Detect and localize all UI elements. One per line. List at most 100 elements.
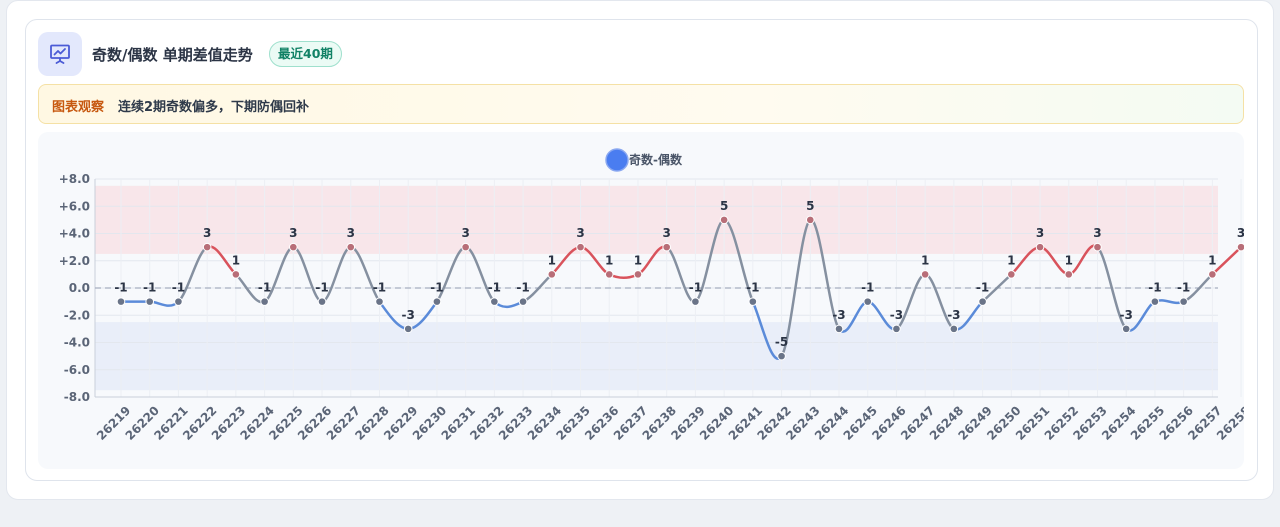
line-chart: +8.0+6.0+4.0+2.00.0-2.0-4.0-6.0-8.026219…: [59, 148, 1253, 443]
data-point: [1093, 242, 1102, 252]
data-point: [1236, 242, 1246, 252]
data-point: [863, 297, 873, 306]
data-label: -5: [775, 335, 788, 349]
data-point: [805, 215, 815, 225]
data-label: 1: [232, 253, 240, 267]
data-point: [576, 242, 585, 252]
data-label: -3: [947, 308, 960, 322]
data-point: [490, 297, 499, 306]
data-label: -1: [1148, 281, 1161, 295]
chart-area: +8.0 +6.0 +4.0 +2.0 0.0 -2.0 -4.0 -6.0 -8.0 26219…: [38, 132, 1253, 469]
data-point: [260, 297, 269, 306]
insight-label: 图表观察: [52, 100, 105, 115]
data-point: [346, 242, 356, 252]
data-label: -1: [172, 281, 185, 295]
data-point: [978, 297, 987, 306]
data-label: 1: [548, 253, 556, 267]
y-tick-label: -2.0: [64, 308, 90, 322]
series-line-segment: [1096, 245, 1128, 331]
data-label: 5: [720, 199, 728, 213]
chart-title: 奇数/偶数 单期差值走势: [92, 46, 253, 64]
threshold-band-1: [95, 185, 1218, 254]
y-tick-label: 0.0: [69, 281, 90, 295]
data-point: [202, 242, 212, 252]
insight-text: 连续2期奇数偏多，下期防偶回补: [118, 100, 310, 115]
data-label: -3: [402, 308, 415, 322]
data-label: 1: [1065, 253, 1073, 267]
data-label: -1: [746, 281, 759, 295]
y-tick-label: -8.0: [64, 390, 90, 404]
data-point: [174, 297, 183, 306]
series-line-segment: [780, 218, 812, 358]
y-tick-label: +8.0: [59, 172, 90, 186]
data-point: [892, 324, 901, 334]
data-point: [719, 215, 729, 225]
data-label: -1: [689, 281, 702, 295]
data-point: [403, 324, 413, 334]
data-label: -1: [143, 281, 156, 295]
data-point: [317, 297, 327, 306]
data-label: 1: [921, 253, 929, 267]
data-label: 3: [461, 226, 469, 240]
series-line-segment: [607, 273, 640, 280]
data-label: 5: [806, 199, 814, 213]
data-label: 3: [1237, 226, 1244, 240]
data-label: -1: [373, 281, 386, 295]
data-point: [1035, 242, 1045, 252]
data-point: [289, 242, 298, 252]
data-label: 1: [634, 253, 642, 267]
data-label: 3: [289, 226, 297, 240]
data-label: -3: [832, 308, 845, 322]
data-label: -3: [890, 308, 903, 322]
series-line-segment: [493, 300, 525, 309]
data-point: [691, 297, 700, 306]
data-label: -1: [430, 281, 443, 295]
data-point: [1208, 270, 1217, 279]
data-label: 3: [1036, 226, 1044, 240]
data-label: -1: [114, 281, 127, 295]
data-label: 3: [347, 226, 355, 240]
data-point: [633, 270, 643, 279]
data-label: 3: [663, 226, 671, 240]
legend-marker: [605, 148, 629, 172]
data-point: [1064, 270, 1074, 279]
data-point: [1007, 270, 1016, 279]
data-point: [834, 324, 844, 334]
chart-card: 奇数/偶数 单期差值走势 最近40期 图表观察 连续2期奇数偏多，下期防偶回补 …: [25, 19, 1258, 481]
page-container: 奇数/偶数 单期差值走势 最近40期 图表观察 连续2期奇数偏多，下期防偶回补 …: [6, 0, 1274, 500]
data-label: 1: [1208, 253, 1216, 267]
data-point: [1150, 297, 1160, 306]
y-tick-label: -4.0: [64, 336, 90, 350]
data-point: [145, 297, 155, 306]
data-point: [375, 297, 384, 306]
data-point: [949, 324, 959, 334]
data-point: [461, 242, 470, 252]
data-label: -1: [258, 281, 271, 295]
data-label: 3: [203, 226, 211, 240]
presentation-chart-icon: [38, 32, 82, 76]
data-point: [604, 270, 614, 279]
data-label: -3: [1120, 308, 1133, 322]
data-label: 3: [1093, 226, 1101, 240]
y-tick-label: -6.0: [64, 363, 90, 377]
data-point: [777, 351, 786, 361]
data-label: -1: [315, 281, 328, 295]
data-point: [1121, 324, 1131, 334]
data-label: 1: [605, 253, 613, 267]
y-tick-label: +2.0: [59, 254, 90, 268]
y-tick-label: +4.0: [59, 227, 90, 241]
data-label: -1: [488, 281, 501, 295]
series-line-segment: [148, 300, 180, 307]
legend-label: 奇数-偶数: [629, 152, 683, 167]
series-line-segment: [1153, 299, 1185, 305]
data-point: [920, 270, 930, 279]
data-point: [231, 270, 241, 279]
data-label: -1: [861, 281, 874, 295]
data-label: -1: [1177, 281, 1190, 295]
recent-periods-badge: 最近40期: [269, 41, 342, 67]
data-point: [432, 297, 442, 306]
y-tick-label: +6.0: [59, 199, 90, 213]
data-label: -1: [516, 281, 529, 295]
data-label: 3: [576, 226, 584, 240]
data-point: [748, 297, 758, 306]
